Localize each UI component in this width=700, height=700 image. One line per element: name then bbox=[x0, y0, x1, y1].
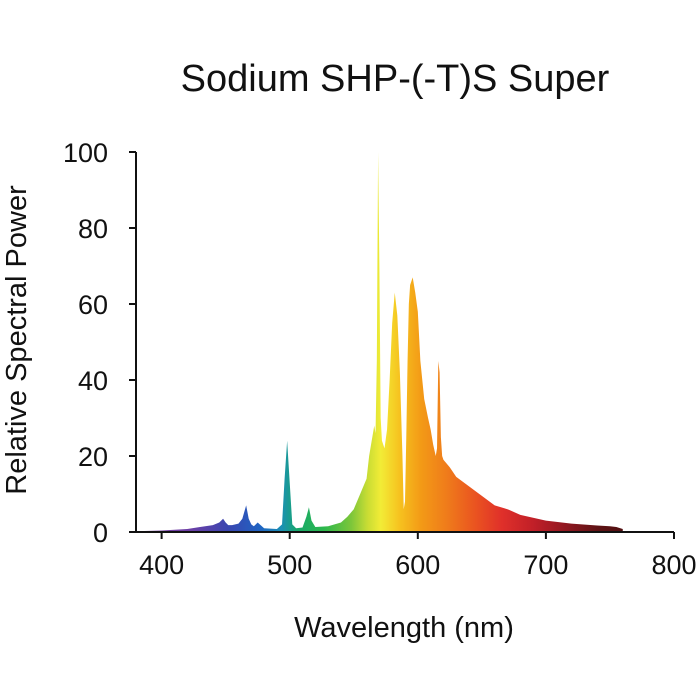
y-tick-label-20: 20 bbox=[78, 442, 108, 472]
plot-area bbox=[136, 152, 623, 532]
spectrum-area bbox=[136, 152, 623, 532]
y-tick-label-60: 60 bbox=[78, 290, 108, 320]
x-tick-label-600: 600 bbox=[395, 550, 440, 580]
y-tick-label-80: 80 bbox=[78, 214, 108, 244]
y-tick-label-100: 100 bbox=[63, 138, 108, 168]
x-tick-label-500: 500 bbox=[267, 550, 312, 580]
x-ticks: 400 500 600 700 800 bbox=[139, 532, 697, 580]
y-axis-label: Relative Spectral Power bbox=[1, 185, 33, 495]
y-tick-label-0: 0 bbox=[93, 518, 108, 548]
x-tick-label-700: 700 bbox=[523, 550, 568, 580]
x-tick-label-800: 800 bbox=[651, 550, 696, 580]
y-tick-label-40: 40 bbox=[78, 366, 108, 396]
y-ticks: 0 20 40 60 80 100 bbox=[63, 138, 136, 548]
axes: 400 500 600 700 800 0 20 40 60 80 100 bbox=[63, 138, 697, 580]
x-tick-label-400: 400 bbox=[139, 550, 184, 580]
chart-title: Sodium SHP-(-T)S Super bbox=[180, 58, 610, 100]
x-axis-label: Wavelength (nm) bbox=[294, 612, 514, 644]
